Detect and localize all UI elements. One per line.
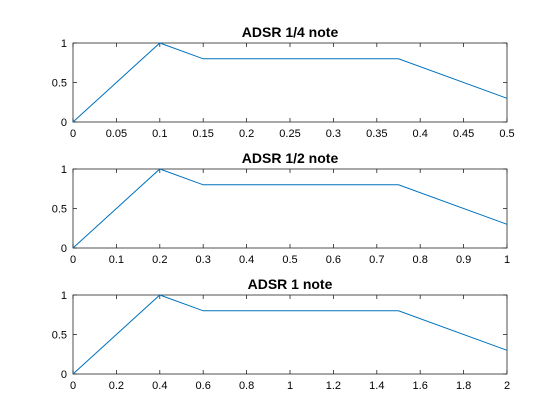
axes-box	[72, 294, 508, 375]
x-tick-label: 0.4	[152, 380, 167, 392]
x-tick-label: 0.4	[413, 128, 428, 140]
x-tick-label: 1	[287, 380, 293, 392]
x-tick-label: 0.6	[326, 254, 341, 266]
x-tick-label: 0.8	[239, 380, 254, 392]
x-tick-label: 0.2	[109, 380, 124, 392]
x-tick-label: 0.1	[152, 128, 167, 140]
subplot-1: ADSR 1/4 note 0 0.05 0.1 0.15 0.2 0.25 0.3 0.35 0…	[52, 24, 515, 140]
x-tick-label: 0.9	[456, 254, 471, 266]
subplot-2: ADSR 1/2 note 0 0.1 0.2 0.3 0.4 0.5 0.6 0.7 0.8 0.…	[52, 150, 510, 266]
envelope-line	[72, 294, 508, 375]
axes-box	[72, 42, 508, 123]
x-tick-label: 1.6	[413, 380, 428, 392]
x-tick-label: 2	[504, 380, 510, 392]
y-tick-label: 1	[61, 38, 67, 50]
x-tick-label: 0	[70, 380, 76, 392]
x-tick-label: 1.4	[369, 380, 384, 392]
x-tick-label: 0.1	[109, 254, 124, 266]
x-tick-label: 0	[70, 128, 76, 140]
x-tick-label: 0.6	[196, 380, 211, 392]
x-tick-label: 1.8	[456, 380, 471, 392]
envelope-line	[72, 42, 508, 123]
axes-box	[72, 168, 508, 249]
x-tick-label: 0.15	[192, 128, 213, 140]
y-tick-label: 0.5	[52, 330, 67, 342]
envelope-line	[72, 168, 508, 249]
x-tick-label: 0.3	[196, 254, 211, 266]
x-tick-label: 0.5	[282, 254, 297, 266]
y-tick-label: 0	[61, 369, 67, 381]
y-tick-label: 1	[61, 290, 67, 302]
x-tick-label: 0.7	[369, 254, 384, 266]
y-tick-label: 0	[61, 243, 67, 255]
x-tick-label: 0	[70, 254, 76, 266]
x-tick-label: 0.8	[413, 254, 428, 266]
subplot-title: ADSR 1/4 note	[242, 24, 339, 40]
x-tick-label: 0.2	[152, 254, 167, 266]
subplot-3: ADSR 1 note 0 0.2 0.4 0.6 0.8 1 1.2 1.4 1.6 1.8 2 0 0…	[52, 276, 510, 392]
x-tick-label: 0.05	[106, 128, 127, 140]
y-tick-label: 0.5	[52, 204, 67, 216]
subplot-title: ADSR 1 note	[248, 276, 333, 292]
x-tick-label: 0.5	[499, 128, 514, 140]
x-tick-label: 0.45	[453, 128, 474, 140]
x-tick-label: 0.25	[279, 128, 300, 140]
x-tick-label: 0.4	[239, 254, 254, 266]
y-tick-label: 0	[61, 117, 67, 129]
y-tick-label: 1	[61, 164, 67, 176]
x-tick-label: 0.2	[239, 128, 254, 140]
y-tick-label: 0.5	[52, 78, 67, 90]
x-tick-label: 0.3	[326, 128, 341, 140]
x-tick-label: 0.35	[366, 128, 387, 140]
x-tick-label: 1.2	[326, 380, 341, 392]
x-tick-label: 1	[504, 254, 510, 266]
subplot-title: ADSR 1/2 note	[242, 150, 339, 166]
